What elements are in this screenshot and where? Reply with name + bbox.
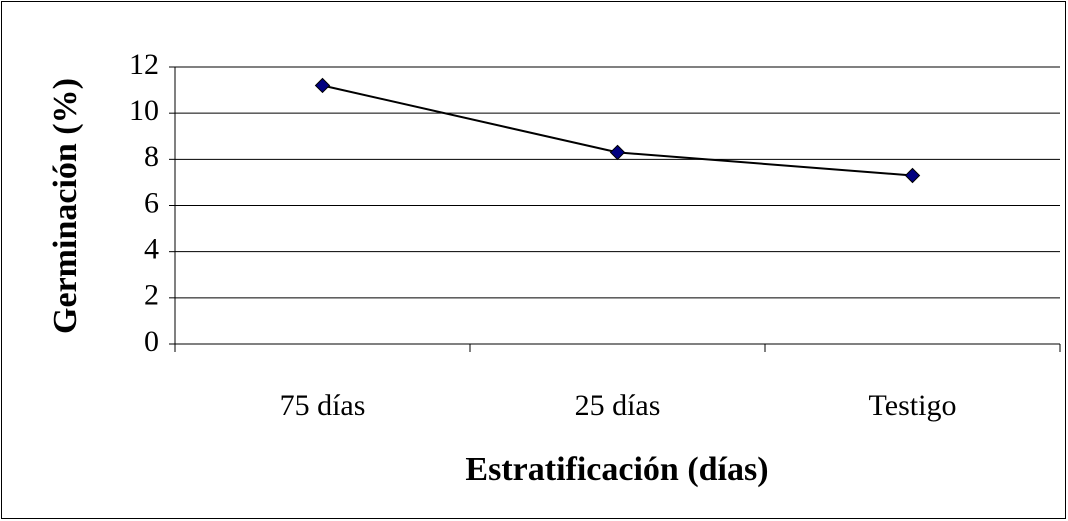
y-tick-label: 6 bbox=[144, 186, 159, 219]
x-tick-label: 25 días bbox=[575, 389, 661, 422]
x-axis-title: Estratificación (días) bbox=[465, 451, 768, 488]
y-tick-label: 0 bbox=[144, 325, 159, 358]
y-axis-title: Germinación (%) bbox=[47, 78, 84, 334]
data-point bbox=[314, 77, 331, 94]
y-tick-label: 12 bbox=[129, 48, 159, 81]
x-tick-label: 75 días bbox=[280, 389, 366, 422]
data-point bbox=[904, 167, 921, 184]
x-tick-label: Testigo bbox=[869, 389, 957, 422]
y-tick-label: 10 bbox=[129, 94, 159, 127]
y-tick-label: 8 bbox=[144, 140, 159, 173]
y-tick-label: 2 bbox=[144, 279, 159, 312]
y-tick-label: 4 bbox=[144, 233, 159, 266]
data-point bbox=[609, 144, 626, 161]
